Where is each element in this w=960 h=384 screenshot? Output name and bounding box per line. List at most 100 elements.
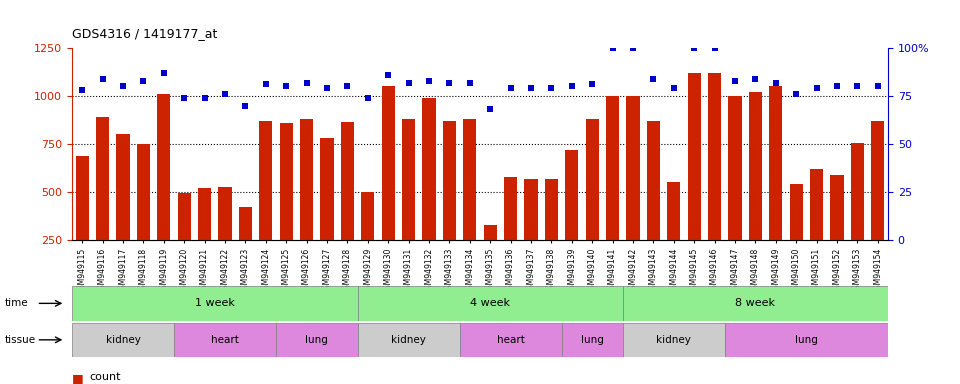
Bar — [321, 138, 334, 288]
Bar — [361, 192, 374, 288]
Bar — [460, 323, 562, 357]
Point — [748, 76, 763, 82]
Point — [197, 95, 212, 101]
Point — [299, 79, 314, 86]
Bar — [381, 86, 395, 288]
Bar — [708, 73, 721, 288]
Point — [483, 106, 498, 113]
Bar — [623, 286, 888, 321]
Bar — [504, 177, 517, 288]
Bar — [565, 150, 579, 288]
Text: ■: ■ — [72, 372, 87, 384]
Bar — [484, 225, 497, 288]
Point — [850, 83, 865, 89]
Bar — [178, 193, 191, 288]
Point — [503, 85, 518, 91]
Bar — [606, 96, 619, 288]
Point — [177, 95, 192, 101]
Point — [809, 85, 825, 91]
Point — [75, 87, 90, 93]
Point — [401, 79, 417, 86]
Point — [707, 45, 722, 51]
Text: heart: heart — [496, 335, 524, 345]
Bar — [259, 121, 273, 288]
Point — [320, 85, 335, 91]
Text: tissue: tissue — [5, 335, 36, 345]
Text: kidney: kidney — [391, 335, 426, 345]
Point — [360, 95, 375, 101]
Bar — [300, 119, 313, 288]
Point — [238, 103, 253, 109]
Text: lung: lung — [581, 335, 604, 345]
Bar — [136, 144, 150, 288]
Bar — [623, 323, 725, 357]
Bar — [851, 143, 864, 288]
Bar — [279, 123, 293, 288]
Bar — [357, 286, 623, 321]
Bar — [463, 119, 476, 288]
Bar — [524, 179, 538, 288]
Bar — [239, 207, 252, 288]
Text: 1 week: 1 week — [195, 298, 235, 308]
Point — [564, 83, 580, 89]
Bar — [687, 73, 701, 288]
Bar — [116, 134, 130, 288]
Bar — [72, 323, 174, 357]
Point — [523, 85, 539, 91]
Bar — [769, 86, 782, 288]
Bar — [871, 121, 884, 288]
Point — [217, 91, 232, 97]
Bar — [76, 156, 89, 288]
Bar — [749, 92, 762, 288]
Bar — [174, 323, 276, 357]
Text: time: time — [5, 298, 29, 308]
Text: kidney: kidney — [106, 335, 140, 345]
Text: lung: lung — [795, 335, 818, 345]
Point — [605, 45, 620, 51]
Point — [686, 45, 702, 51]
Text: 8 week: 8 week — [735, 298, 776, 308]
Point — [870, 83, 885, 89]
Point — [135, 78, 151, 84]
Point — [585, 81, 600, 88]
Point — [646, 76, 661, 82]
Bar — [544, 179, 558, 288]
Bar — [810, 169, 824, 288]
Point — [442, 79, 457, 86]
Point — [625, 45, 640, 51]
Text: heart: heart — [211, 335, 239, 345]
Bar — [647, 121, 660, 288]
Bar — [341, 122, 354, 288]
Point — [462, 79, 477, 86]
Text: 4 week: 4 week — [470, 298, 510, 308]
Point — [156, 70, 172, 76]
Bar — [562, 323, 623, 357]
Point — [115, 83, 131, 89]
Bar — [357, 323, 460, 357]
Bar — [422, 98, 436, 288]
Point — [543, 85, 559, 91]
Bar — [276, 323, 357, 357]
Point — [728, 78, 743, 84]
Point — [768, 79, 783, 86]
Bar — [198, 188, 211, 288]
Point — [666, 85, 682, 91]
Bar — [830, 175, 844, 288]
Point — [95, 76, 110, 82]
Point — [380, 72, 396, 78]
Bar — [729, 96, 742, 288]
Bar — [443, 121, 456, 288]
Text: kidney: kidney — [657, 335, 691, 345]
Bar — [402, 119, 416, 288]
Bar — [789, 184, 803, 288]
Text: GDS4316 / 1419177_at: GDS4316 / 1419177_at — [72, 27, 217, 40]
Bar — [96, 117, 109, 288]
Bar — [725, 323, 888, 357]
Point — [421, 78, 437, 84]
Text: count: count — [89, 372, 121, 382]
Point — [788, 91, 804, 97]
Point — [340, 83, 355, 89]
Point — [829, 83, 845, 89]
Point — [278, 83, 294, 89]
Point — [258, 81, 274, 88]
